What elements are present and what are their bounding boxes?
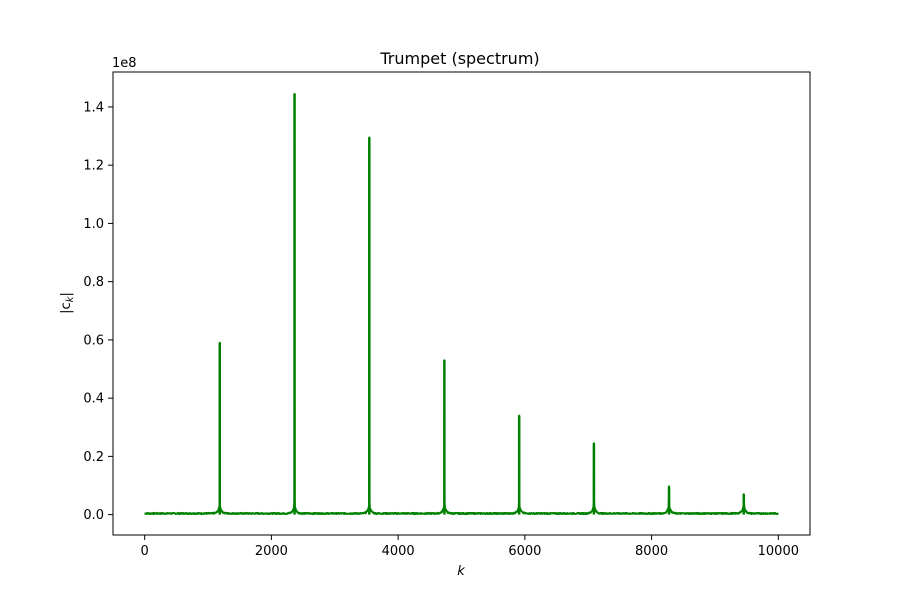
y-tick-label: 0.0 — [83, 508, 104, 523]
chart-title: Trumpet (spectrum) — [379, 49, 539, 68]
y-axis-label-base: |c — [59, 302, 74, 314]
y-offset-text: 1e8 — [112, 56, 137, 71]
y-tick-label: 0.2 — [83, 450, 104, 465]
y-tick-label: 0.6 — [83, 333, 104, 348]
x-axis-ticks: 0 2000 4000 6000 8000 10000 — [141, 535, 799, 559]
y-axis-label-subscript: k — [65, 295, 76, 302]
y-tick-label: 1.0 — [83, 217, 104, 232]
y-tick-label: 1.4 — [83, 100, 104, 115]
x-tick-label: 0 — [141, 544, 149, 559]
spectrum-series-line — [144, 92, 779, 516]
x-tick-label: 8000 — [635, 544, 668, 559]
y-axis-ticks: 0.0 0.2 0.4 0.6 0.8 1.0 1.2 1.4 — [83, 100, 113, 523]
x-tick-label: 4000 — [382, 544, 415, 559]
x-tick-label: 6000 — [508, 544, 541, 559]
plot-area — [144, 92, 779, 516]
y-axis-label: |ck| — [59, 292, 76, 314]
x-tick-label: 2000 — [255, 544, 288, 559]
x-axis-label: k — [457, 564, 465, 579]
y-tick-label: 0.8 — [83, 275, 104, 290]
y-tick-label: 0.4 — [83, 392, 104, 407]
y-axis-label-end: | — [59, 292, 74, 296]
axes-frame — [112, 71, 811, 536]
x-tick-label: 10000 — [758, 544, 799, 559]
y-tick-label: 1.2 — [83, 159, 104, 174]
